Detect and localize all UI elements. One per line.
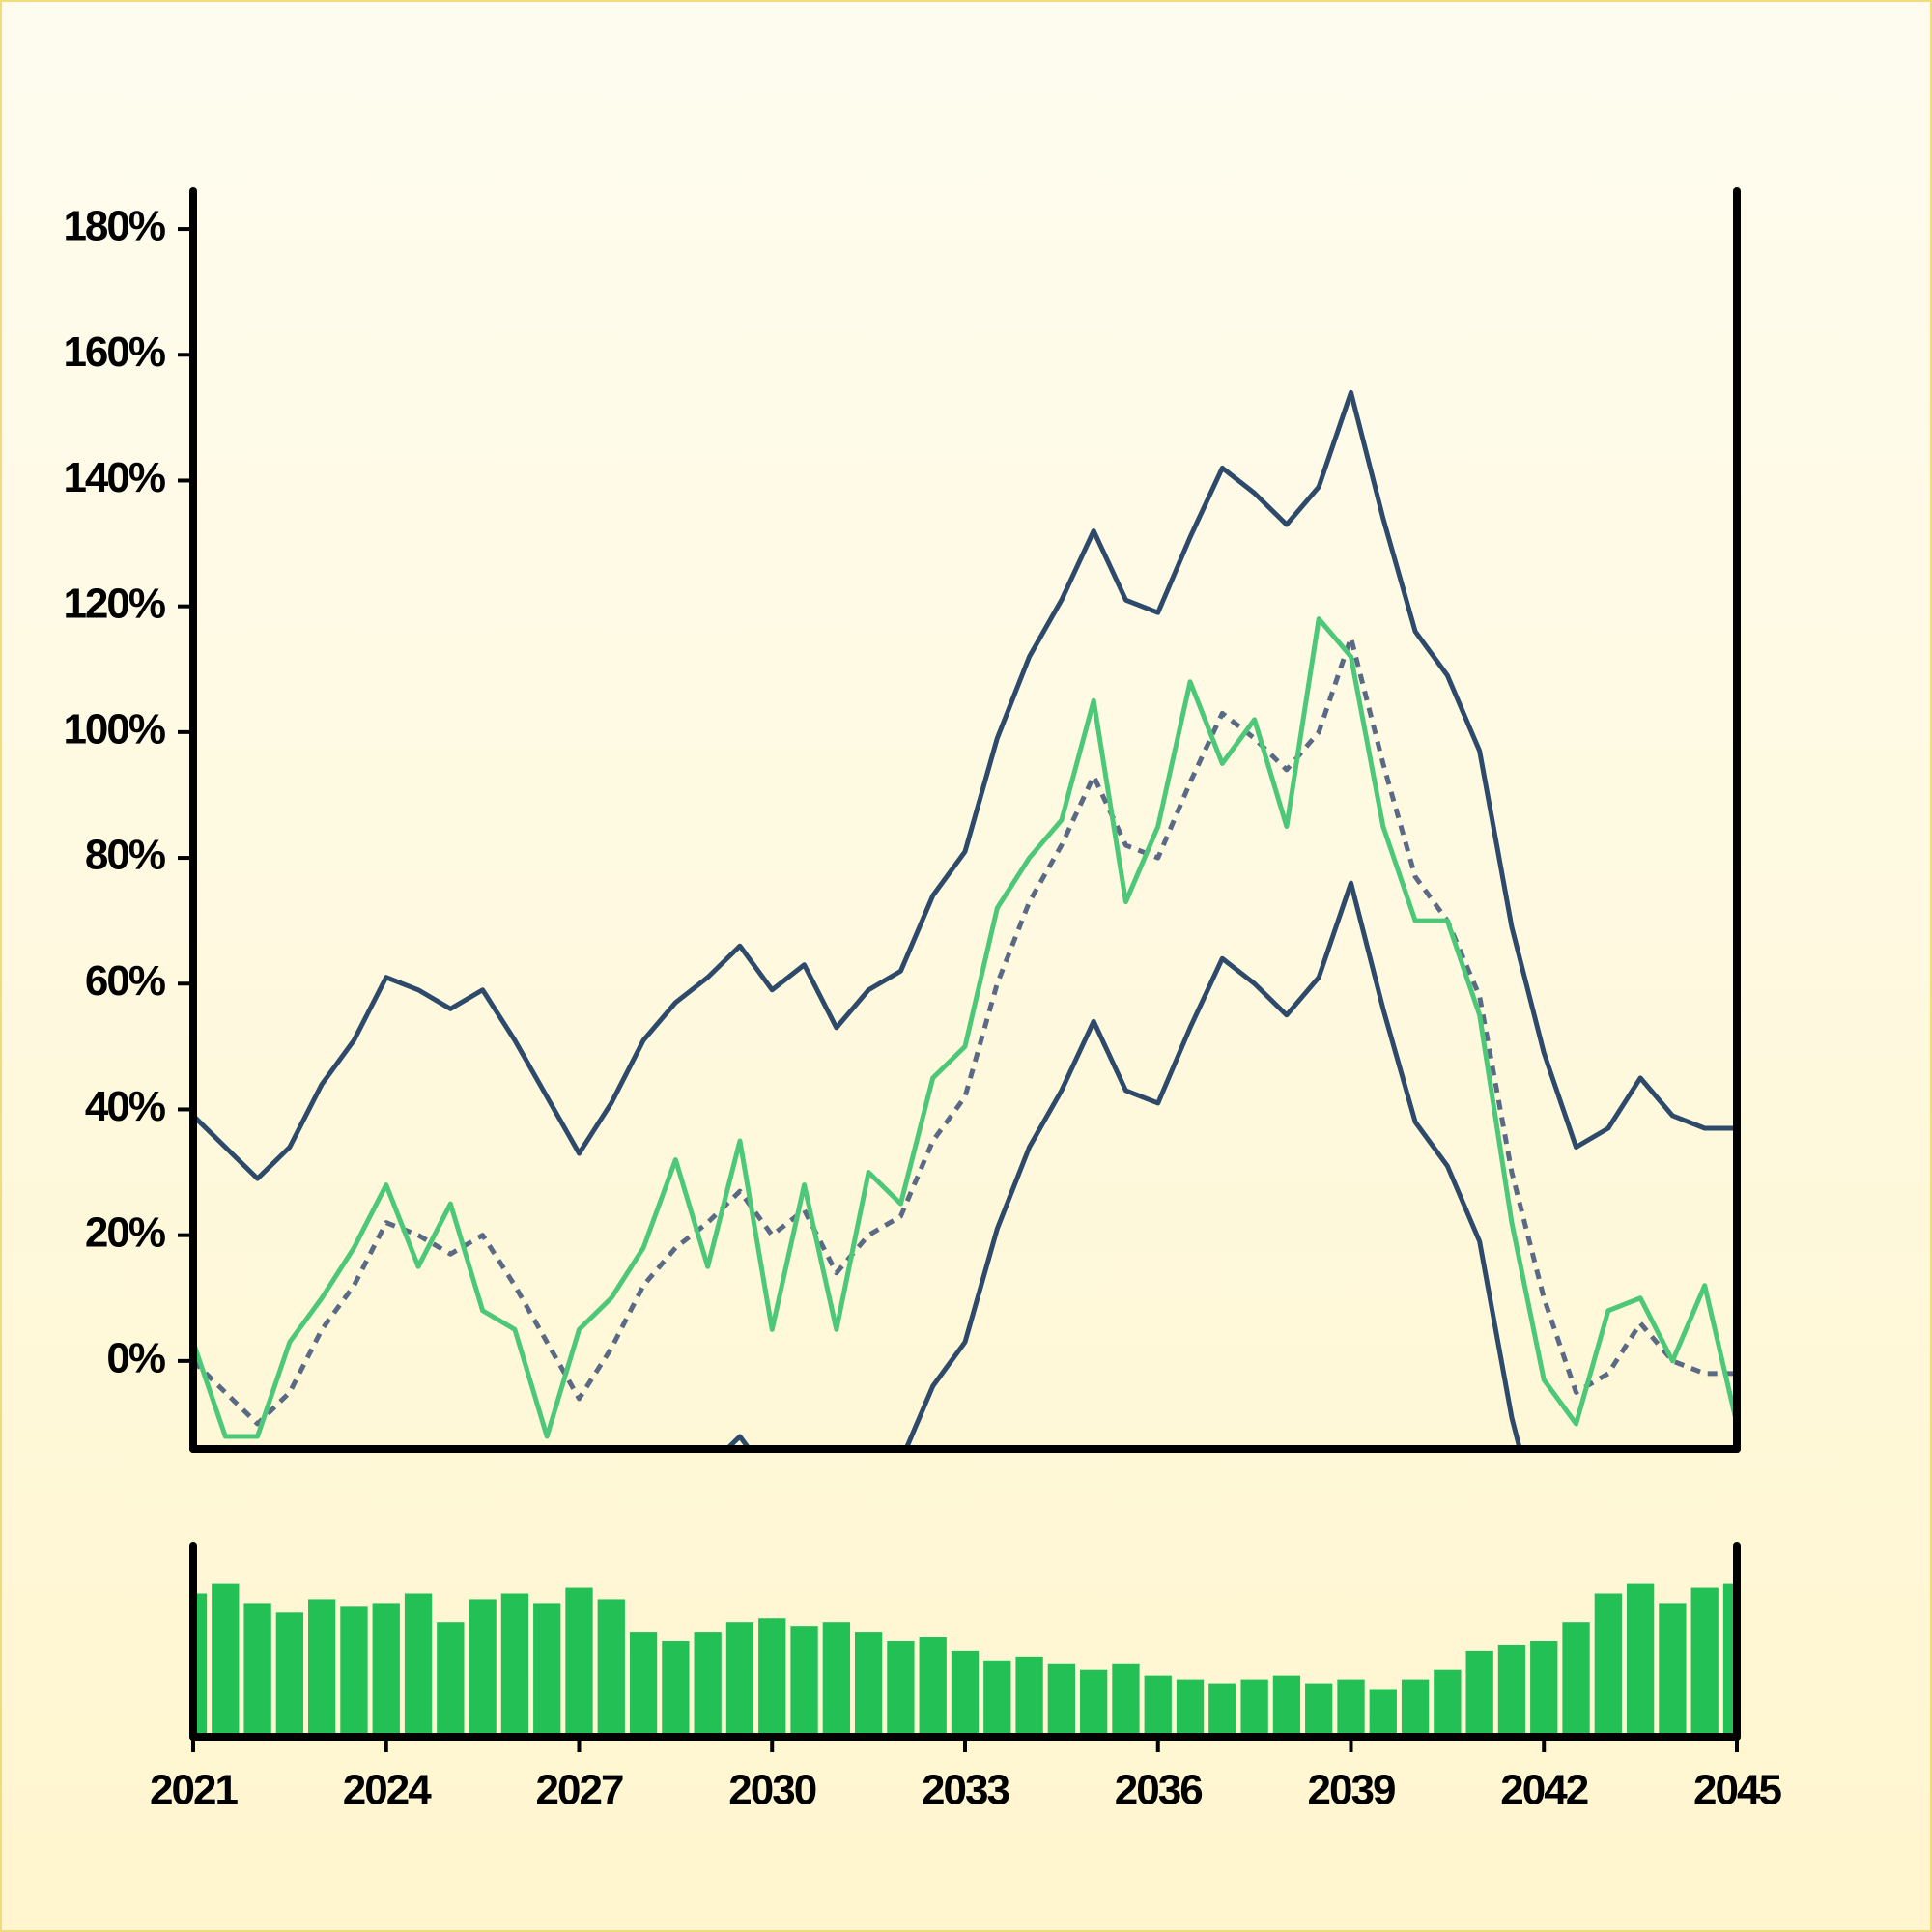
x-tick-label: 2039 bbox=[1308, 1767, 1395, 1814]
volume-bar bbox=[1659, 1603, 1687, 1737]
series-line bbox=[724, 880, 1522, 1449]
y-tick-label: 80% bbox=[85, 832, 165, 879]
volume-bar bbox=[662, 1641, 690, 1737]
y-tick-label: 60% bbox=[85, 957, 165, 1005]
volume-bar bbox=[790, 1626, 818, 1737]
series-line bbox=[193, 389, 1737, 1181]
volume-bar bbox=[1434, 1669, 1462, 1737]
volume-bar bbox=[919, 1637, 947, 1737]
volume-bar bbox=[1690, 1587, 1719, 1737]
volume-bar bbox=[1112, 1663, 1140, 1737]
volume-bar bbox=[1369, 1689, 1397, 1737]
volume-bar bbox=[725, 1622, 754, 1737]
volume-bar bbox=[565, 1587, 593, 1737]
price-plot bbox=[193, 389, 1737, 1449]
y-tick-label: 160% bbox=[63, 328, 164, 376]
volume-bar bbox=[597, 1599, 625, 1737]
y-tick-label: 20% bbox=[85, 1208, 165, 1256]
volume-bar bbox=[1465, 1650, 1493, 1737]
volume-bar bbox=[1208, 1683, 1236, 1737]
volume-bar bbox=[1626, 1583, 1655, 1737]
volume-bar bbox=[469, 1599, 497, 1737]
volume-plot bbox=[193, 1583, 1737, 1737]
volume-bar bbox=[1497, 1644, 1526, 1737]
volume-bar bbox=[1562, 1622, 1590, 1737]
volume-bar bbox=[1144, 1675, 1172, 1737]
volume-bar bbox=[822, 1622, 850, 1737]
volume-bar bbox=[1594, 1593, 1622, 1737]
x-tick-label: 2021 bbox=[150, 1767, 238, 1814]
volume-bar bbox=[1401, 1679, 1430, 1737]
volume-bar bbox=[212, 1583, 240, 1737]
volume-bar bbox=[758, 1618, 786, 1737]
y-tick-label: 40% bbox=[85, 1083, 165, 1130]
volume-bar bbox=[1176, 1679, 1205, 1737]
volume-bar bbox=[1530, 1641, 1558, 1737]
volume-bar bbox=[1047, 1663, 1076, 1737]
volume-bar bbox=[983, 1660, 1011, 1737]
volume-bar bbox=[1080, 1669, 1108, 1737]
x-tick-label: 2042 bbox=[1500, 1767, 1587, 1814]
x-tick-label: 2033 bbox=[922, 1767, 1009, 1814]
axes: 0% 20% 40% 60% 80% 100% 120% 140% 160% 180% 2021 20… bbox=[63, 187, 1783, 1814]
volume-bar bbox=[1015, 1656, 1043, 1737]
volume-bar bbox=[437, 1622, 465, 1737]
volume-bar bbox=[1305, 1683, 1333, 1737]
volume-bar bbox=[951, 1650, 980, 1737]
volume-bar bbox=[1272, 1675, 1301, 1737]
volume-bar bbox=[404, 1593, 433, 1737]
series-line bbox=[193, 635, 1737, 1427]
x-tick-label: 2024 bbox=[343, 1767, 432, 1814]
volume-bar bbox=[887, 1641, 915, 1737]
volume-bar bbox=[340, 1606, 368, 1737]
volume-bar bbox=[372, 1603, 400, 1737]
y-tick-label: 180% bbox=[63, 203, 164, 250]
y-tick-label: 140% bbox=[63, 454, 164, 501]
y-tick-label: 120% bbox=[63, 580, 164, 627]
volume-bar bbox=[1240, 1679, 1268, 1737]
volume-bar bbox=[308, 1599, 336, 1737]
volume-bar bbox=[629, 1632, 658, 1737]
x-tick-label: 2027 bbox=[536, 1767, 623, 1814]
volume-bar bbox=[694, 1632, 722, 1737]
y-tick-label: 100% bbox=[63, 705, 164, 753]
x-tick-label: 2036 bbox=[1115, 1767, 1202, 1814]
volume-bar bbox=[1337, 1679, 1365, 1737]
volume-bar bbox=[854, 1632, 883, 1737]
volume-bar bbox=[243, 1603, 271, 1737]
y-tick-label: 0% bbox=[106, 1334, 164, 1381]
x-tick-label: 2045 bbox=[1693, 1767, 1781, 1814]
volume-bar bbox=[275, 1612, 304, 1737]
x-tick-label: 2030 bbox=[728, 1767, 815, 1814]
volume-bar bbox=[533, 1603, 561, 1737]
volume-bar bbox=[500, 1593, 529, 1737]
series-line bbox=[193, 616, 1737, 1439]
